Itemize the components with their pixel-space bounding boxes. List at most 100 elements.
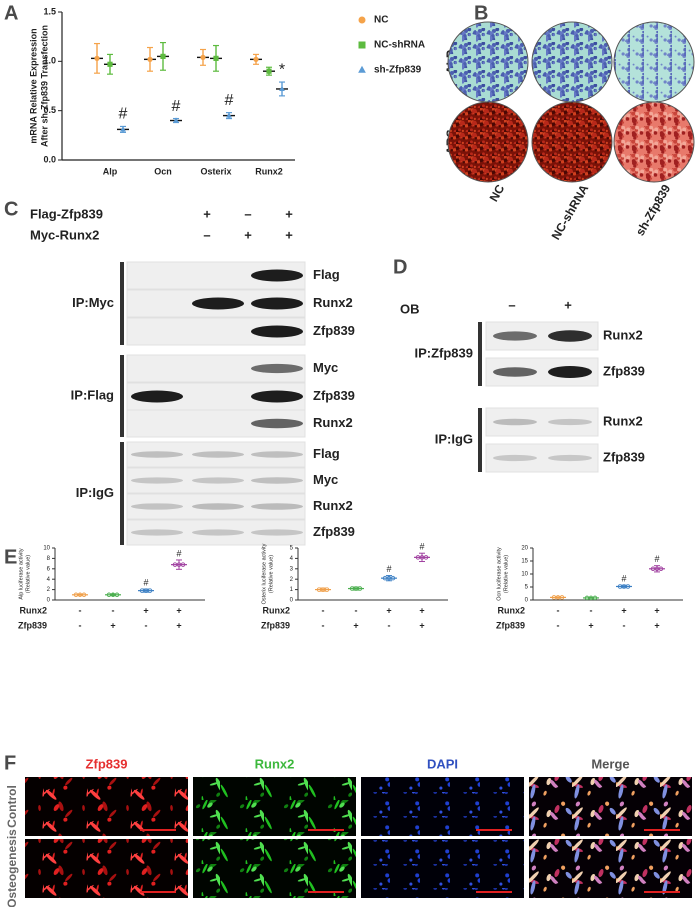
data-point: [592, 595, 598, 601]
panel-letter: D: [393, 256, 407, 278]
row-label: Zfp839: [261, 620, 290, 630]
y-axis-label: mRNA Relative Expression: [28, 28, 38, 143]
blot-band: [131, 451, 183, 458]
data-point: [658, 566, 664, 572]
condition-mark: +: [386, 605, 391, 615]
blot-band: [493, 418, 537, 426]
data-point: [213, 55, 219, 61]
blot-band: [251, 363, 303, 374]
group-label: IP:Zfp839: [414, 345, 473, 360]
blot-band: [131, 390, 183, 403]
group-bar: [120, 442, 124, 545]
blot-band: [192, 297, 244, 310]
condition-mark: -: [112, 605, 115, 615]
condition-mark: -: [557, 605, 560, 615]
micrograph: [193, 777, 356, 836]
panel-letter: B: [474, 2, 488, 24]
y-tick-label: 5: [525, 585, 529, 591]
column-label: NC: [487, 182, 508, 204]
data-point: [147, 588, 153, 593]
data-point: [324, 587, 330, 592]
y-tick-label: 4: [47, 577, 51, 583]
condition-mark: -: [355, 605, 358, 615]
data-point: [266, 68, 272, 74]
y-axis-label: (Relative value): [503, 555, 509, 593]
y-tick-label: 5: [290, 546, 294, 552]
y-axis-label: After sh-Zfp839 Transfection: [39, 25, 49, 147]
blot-band: [493, 331, 537, 341]
band-label: Zfp839: [603, 449, 645, 464]
significance: #: [386, 564, 391, 574]
condition-mark: +: [110, 620, 115, 630]
group-label: IP:IgG: [435, 431, 473, 446]
blot-band: [251, 477, 303, 484]
y-tick-label: 3: [290, 566, 294, 572]
condition-mark: +: [203, 206, 211, 221]
blot-band: [251, 503, 303, 510]
y-tick-label: 20: [521, 546, 528, 552]
data-point: [81, 592, 87, 598]
blot-band: [493, 367, 537, 377]
panel-letter: C: [4, 198, 18, 220]
group-label: IP:IgG: [76, 485, 114, 500]
micrograph: [361, 777, 524, 836]
data-point: [180, 562, 186, 567]
significance: #: [119, 106, 128, 123]
y-axis-label: (Relative value): [25, 555, 31, 593]
y-tick-label: 8: [47, 556, 51, 562]
row-label: Runx2: [19, 605, 47, 615]
y-tick-label: 1.5: [43, 6, 56, 16]
data-point: [358, 16, 366, 24]
row-label: Runx2: [262, 605, 290, 615]
micrograph: [193, 839, 356, 898]
column-label: Runx2: [255, 756, 295, 771]
data-point: [160, 53, 166, 59]
condition-mark: +: [654, 620, 659, 630]
y-tick-label: 10: [43, 546, 50, 552]
band-label: Myc: [313, 360, 338, 375]
condition-mark: +: [419, 605, 424, 615]
band-label: Zfp839: [603, 363, 645, 378]
y-axis-label: (Relative value): [268, 555, 274, 593]
band-label: Zfp839: [313, 388, 355, 403]
y-tick-label: 2: [290, 577, 294, 583]
significance: *: [279, 61, 285, 78]
micrograph: [529, 777, 692, 836]
row-label: Zfp839: [496, 620, 525, 630]
data-point: [94, 55, 100, 61]
micrograph: [25, 839, 188, 898]
data-point: [390, 575, 396, 581]
condition-mark: +: [564, 297, 572, 312]
blot-band: [131, 529, 183, 536]
panel-letter: E: [4, 546, 17, 568]
condition-mark: –: [508, 297, 515, 312]
data-point: [625, 584, 631, 589]
condition-label: Flag-Zfp839: [30, 206, 103, 221]
condition-mark: +: [143, 605, 148, 615]
significance: #: [143, 577, 148, 587]
y-tick-label: 10: [521, 572, 528, 578]
blot-band: [251, 297, 303, 310]
band-label: Runx2: [603, 413, 643, 428]
blot-band: [131, 503, 183, 510]
condition-mark: -: [79, 620, 82, 630]
x-tick-label: Alp: [103, 166, 118, 176]
data-point: [120, 126, 126, 132]
y-axis-label: Alp luciferase activity: [18, 548, 24, 600]
column-label: DAPI: [427, 756, 458, 771]
stain-well: [613, 101, 695, 183]
y-axis-label: Ocn luciferase activity: [496, 547, 502, 601]
condition-mark: +: [588, 620, 593, 630]
blot-band: [251, 390, 303, 403]
band-label: Zfp839: [313, 323, 355, 338]
significance: #: [419, 542, 424, 552]
blot-strip: [485, 443, 599, 473]
blot-band: [251, 418, 303, 429]
group-bar: [478, 322, 482, 386]
band-label: Flag: [313, 267, 340, 282]
blot-strip: [126, 519, 306, 546]
group-bar: [120, 355, 124, 437]
y-tick-label: 4: [290, 556, 294, 562]
